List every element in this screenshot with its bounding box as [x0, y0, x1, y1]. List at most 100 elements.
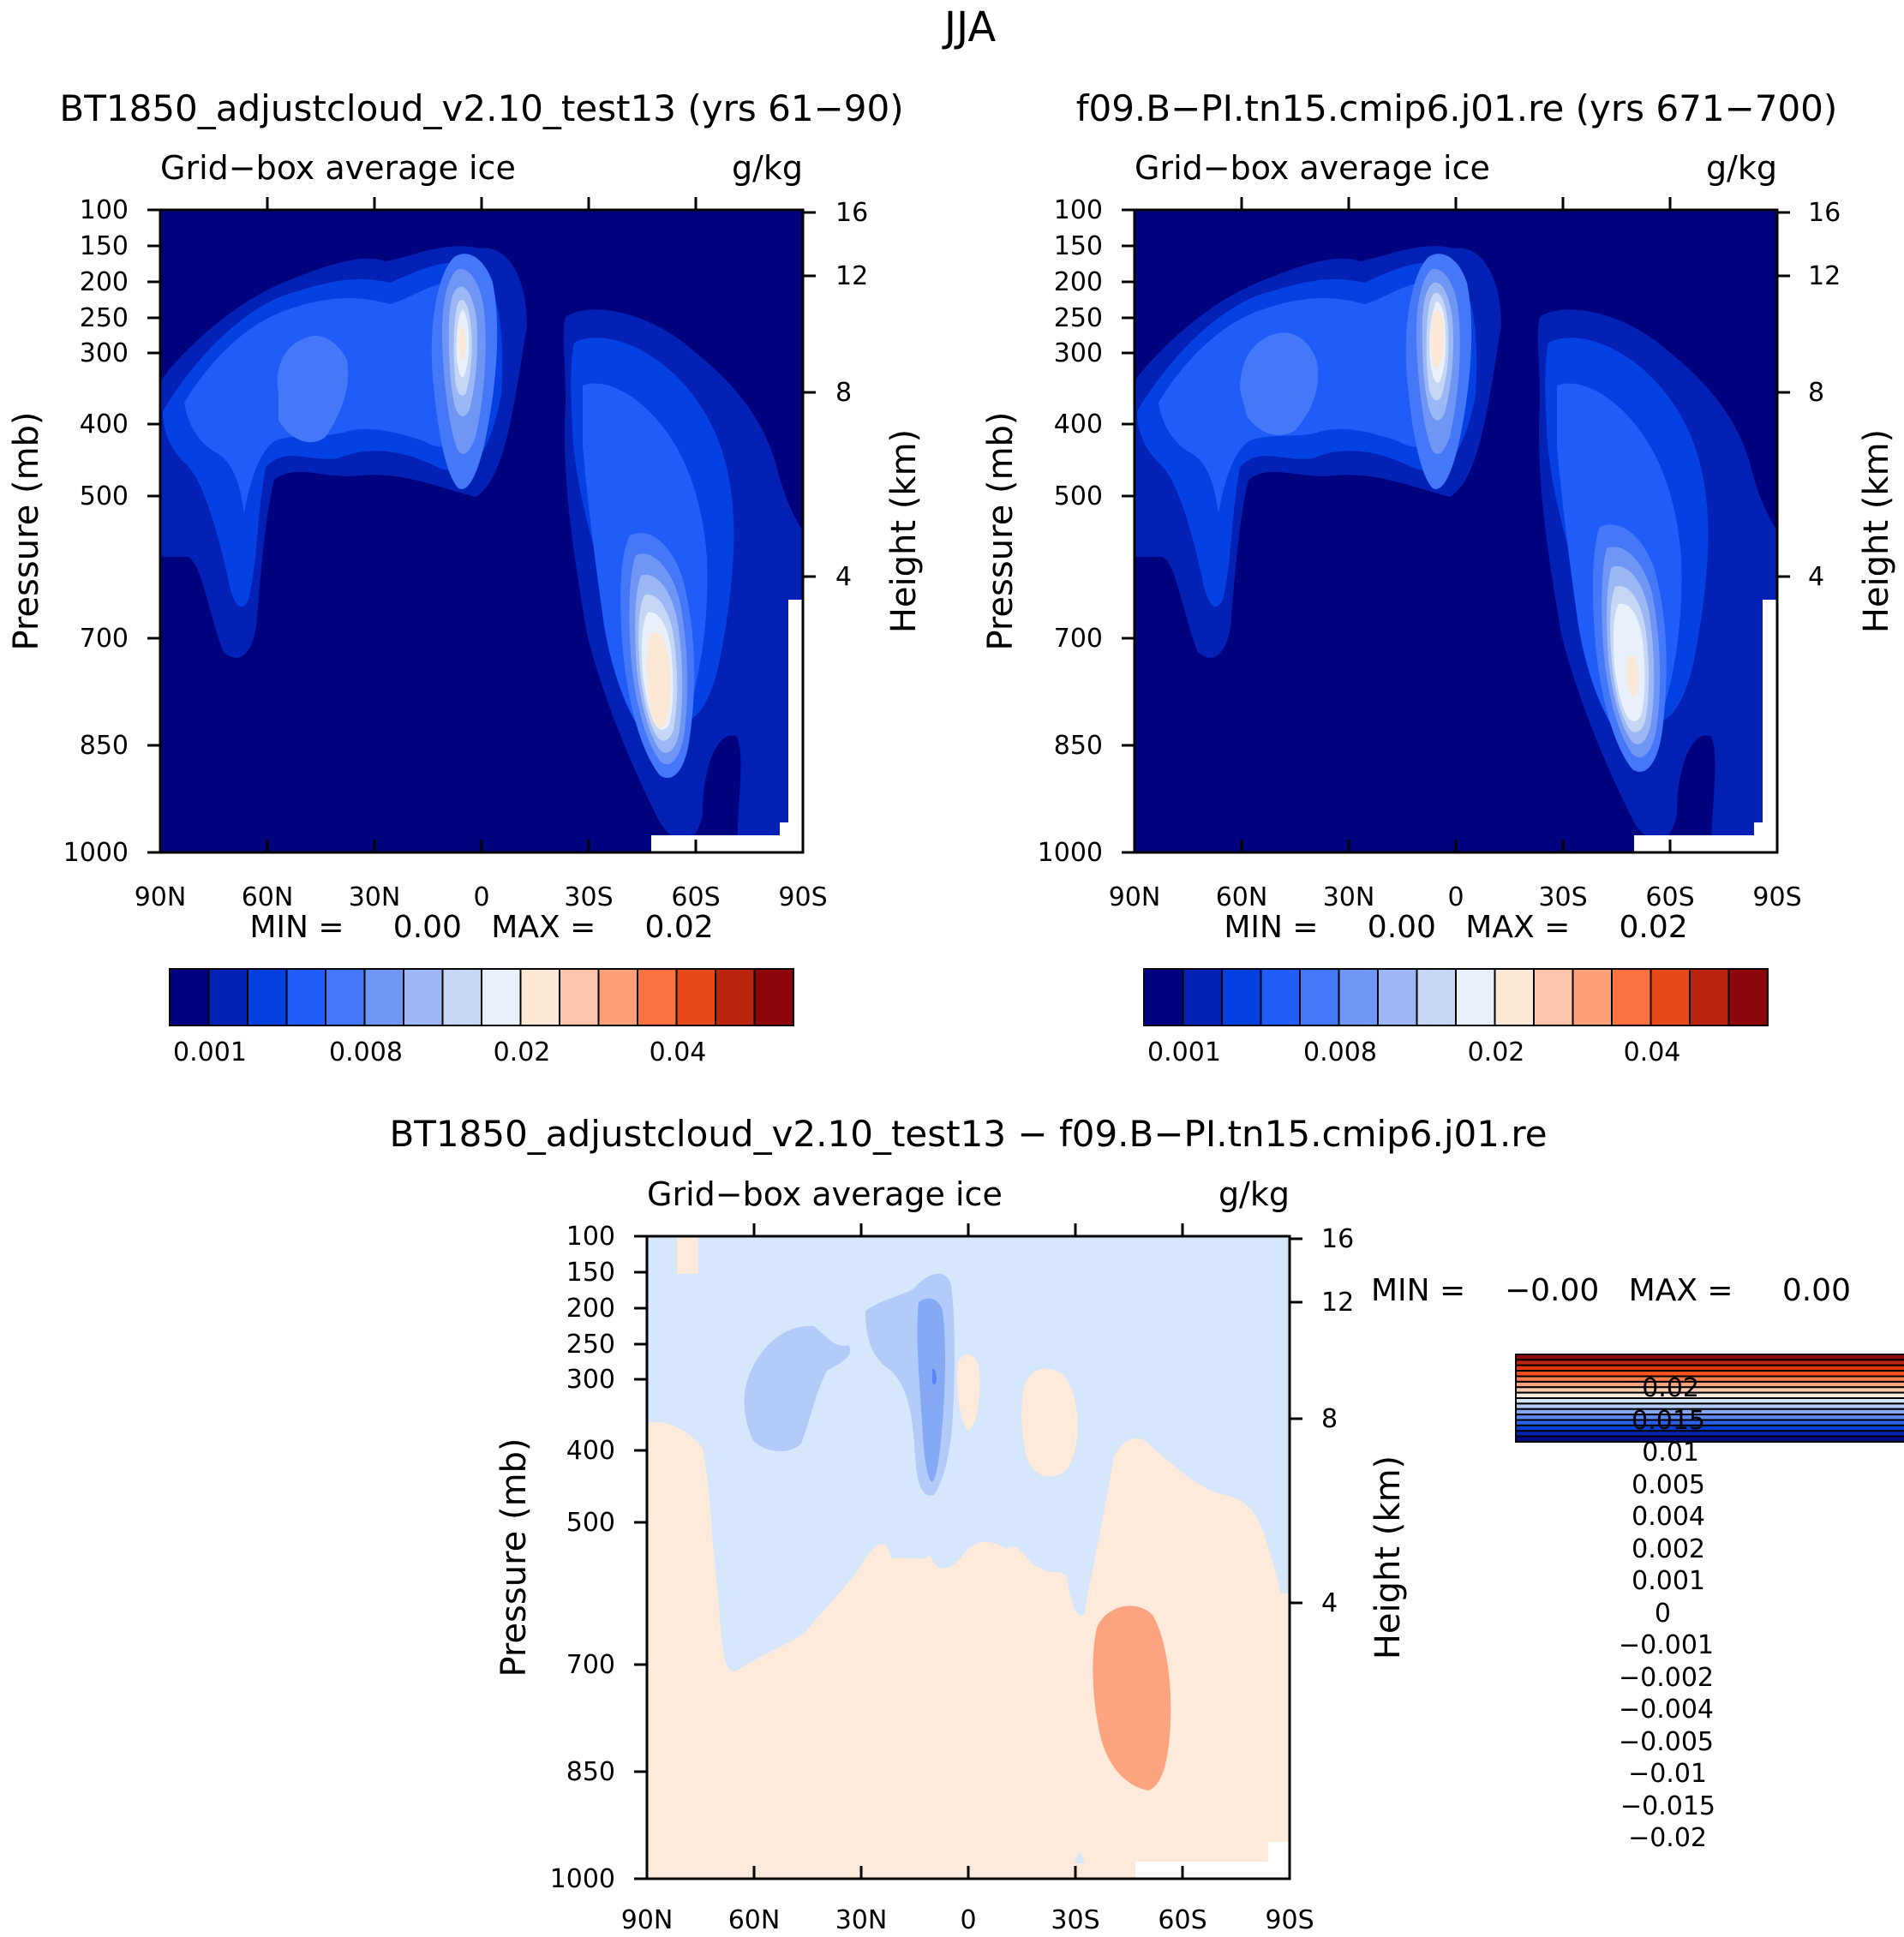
colorbar-swatch [637, 968, 678, 1026]
colorbar-swatch [715, 968, 756, 1026]
colorbar-label: 0 [1655, 1599, 1671, 1629]
colorbar-swatch [1143, 968, 1184, 1026]
ytick-label: 300 [1054, 338, 1103, 368]
height-tick-label: 16 [1321, 1224, 1354, 1254]
xtick-label: 90N [1109, 882, 1161, 912]
xtick-label: 0 [473, 882, 489, 912]
ytick-label: 200 [1054, 267, 1103, 297]
panel-difference-colorbar [1515, 1354, 1904, 1443]
panel-difference-ytick-marks [634, 1235, 1302, 1880]
xtick-label: 30S [1538, 882, 1587, 912]
ytick-label: 400 [566, 1436, 615, 1466]
diff-topography-mask [1135, 1842, 1290, 1879]
panel-difference-stats: MIN = −0.00 MAX = 0.00 [1371, 1273, 1851, 1308]
xtick-label: 60S [671, 882, 720, 912]
panel-control-stats: MIN = 0.00 MAX = 0.02 [1224, 910, 1687, 945]
colorbar-swatch [1260, 968, 1301, 1026]
xtick-label: 60N [1216, 882, 1268, 912]
colorbar-swatch [285, 968, 326, 1026]
colorbar-swatch [1727, 968, 1769, 1026]
colorbar-label: 0.004 [1632, 1502, 1705, 1532]
diff-negative-level-9-a [744, 1325, 851, 1452]
height-tick-label: 16 [1808, 198, 1841, 228]
panel-difference: BT1850_adjustcloud_v2.10_test13 − f09.B−… [389, 1113, 1904, 1935]
panel-model-colorbar-labels: 0.001 0.008 0.02 0.04 [173, 1037, 706, 1067]
colorbar-label: 0.015 [1632, 1406, 1705, 1436]
ytick-label: 500 [1054, 481, 1103, 511]
xtick-label: 60N [242, 882, 294, 912]
colorbar-label: −0.002 [1619, 1663, 1714, 1693]
xtick-label: 60S [1645, 882, 1694, 912]
height-tick-label: 12 [1321, 1288, 1354, 1318]
ytick-label: 1000 [63, 838, 129, 868]
colorbar-label: 0.001 [1147, 1037, 1221, 1067]
ytick-label: 500 [80, 481, 129, 511]
panel-control-ytick-marks [1122, 208, 1790, 854]
diff-positive-patch-1 [677, 1236, 698, 1274]
ytick-label: 500 [566, 1508, 615, 1538]
colorbar-label: −0.01 [1628, 1759, 1707, 1789]
colorbar-swatch [675, 968, 716, 1026]
ytick-label: 250 [1054, 303, 1103, 333]
colorbar-label: −0.005 [1619, 1727, 1714, 1757]
panel-model-case-title: BT1850_adjustcloud_v2.10_test13 (yrs 61−… [59, 87, 903, 129]
ytick-label: 300 [80, 338, 129, 368]
colorbar-swatch [1338, 968, 1379, 1026]
ytick-label: 400 [1054, 410, 1103, 439]
ytick-label: 850 [566, 1757, 615, 1787]
colorbar-swatch [169, 968, 210, 1026]
panel-model-xtick-marks [266, 197, 698, 852]
colorbar-swatch [247, 968, 288, 1026]
model-nh-level-5 [277, 335, 349, 443]
panel-control-colorbar-labels: 0.001 0.008 0.02 0.04 [1147, 1037, 1680, 1067]
panel-control-xtick-labels: 90N 60N 30N 0 30S 60S 90S [1109, 882, 1802, 912]
diff-positive-level-5-b [1111, 1647, 1157, 1752]
height-tick-label: 16 [835, 198, 868, 228]
panel-model-variable: Grid−box average ice [160, 149, 516, 187]
colorbar-swatch [1515, 1435, 1904, 1443]
control-topography-mask [1634, 600, 1777, 852]
panel-model-ylabel: Pressure (mb) [7, 411, 46, 650]
ytick-label: 850 [80, 731, 129, 761]
xtick-label: 60S [1158, 1905, 1206, 1935]
panel-control-colorbar [1143, 968, 1769, 1026]
colorbar-swatch [325, 968, 366, 1026]
xtick-label: 90S [1265, 1905, 1314, 1935]
colorbar-swatch [207, 968, 248, 1026]
panel-control-ylabel-right: Height (km) [1857, 429, 1896, 633]
ytick-label: 250 [566, 1330, 615, 1360]
colorbar-label: 0.001 [1632, 1566, 1705, 1596]
figure-title: JJA [942, 3, 996, 51]
panel-model-ytick-marks [147, 208, 816, 854]
colorbar-swatch [1455, 968, 1496, 1026]
panel-control-height-labels: 16 12 8 4 [1808, 198, 1841, 592]
panel-model-ytick-labels: 100 150 200 250 300 400 500 700 850 1000 [63, 195, 129, 868]
colorbar-swatch [481, 968, 522, 1026]
diff-negative-core [932, 1368, 937, 1385]
xtick-label: 30N [835, 1905, 888, 1935]
colorbar-label: 0.008 [1303, 1037, 1377, 1067]
panel-control-contours [1135, 246, 1777, 852]
model-trop-level-10 [458, 325, 465, 361]
panel-difference-height-labels: 16 12 8 4 [1321, 1224, 1354, 1618]
xtick-label: 90N [621, 1905, 674, 1935]
colorbar-label: 0.008 [329, 1037, 403, 1067]
height-tick-label: 8 [1321, 1404, 1338, 1434]
colorbar-swatch [1611, 968, 1652, 1026]
xtick-label: 90N [135, 882, 187, 912]
height-tick-label: 12 [835, 261, 868, 291]
colorbar-swatch [363, 968, 404, 1026]
ytick-label: 100 [1054, 195, 1103, 225]
panel-control-case-title: f09.B−PI.tn15.cmip6.j01.re (yrs 671−700) [1076, 87, 1838, 129]
colorbar-label: 0.02 [494, 1037, 551, 1067]
ytick-label: 700 [80, 624, 129, 654]
panel-model-contours [160, 246, 803, 852]
panel-model-colorbar [169, 968, 794, 1026]
height-tick-label: 12 [1808, 261, 1841, 291]
colorbar-label: 0.01 [1642, 1438, 1699, 1468]
xtick-label: 0 [1447, 882, 1464, 912]
ytick-label: 700 [1054, 624, 1103, 654]
xtick-label: 30S [564, 882, 613, 912]
colorbar-label: 0.04 [1624, 1037, 1681, 1067]
xtick-label: 30N [1323, 882, 1375, 912]
